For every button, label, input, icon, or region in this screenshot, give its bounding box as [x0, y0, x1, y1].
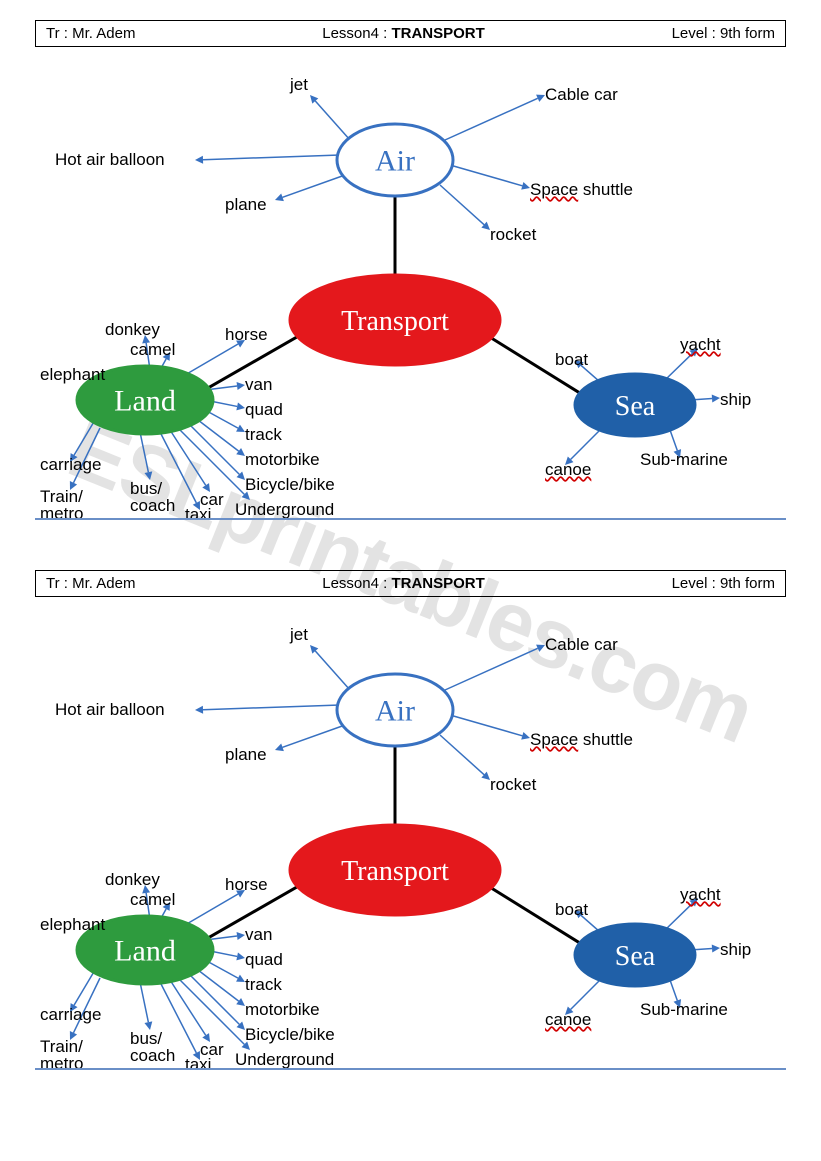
svg-text:Land: Land [114, 385, 176, 418]
air-term-1: Hot air balloon [55, 150, 165, 170]
land-term-5: quad [245, 400, 283, 420]
lesson-label: Lesson4 : TRANSPORT [322, 575, 485, 592]
land-term-7: motorbike [245, 450, 320, 470]
land-term-12: bus/coach [130, 1030, 175, 1064]
air-term-4: Space shuttle [530, 180, 633, 200]
land-term-4: van [245, 375, 272, 395]
land-term-3: elephant [40, 365, 105, 385]
diagram-panel-bottom: Tr : Mr. Adem Lesson4 : TRANSPORT Level … [0, 550, 821, 1070]
svg-text:Air: Air [375, 695, 415, 728]
land-term-11: Train/metro [40, 1038, 83, 1072]
air-term-1: Hot air balloon [55, 700, 165, 720]
header-box: Tr : Mr. Adem Lesson4 : TRANSPORT Level … [35, 20, 786, 47]
air-term-5: rocket [490, 775, 536, 795]
land-term-4: van [245, 925, 272, 945]
land-term-9: Underground [235, 500, 334, 520]
level-label: Level : 9th form [672, 575, 775, 592]
land-term-5: quad [245, 950, 283, 970]
land-term-12: bus/coach [130, 480, 175, 514]
sea-term-3: Sub-marine [640, 450, 728, 470]
sea-term-2: ship [720, 940, 751, 960]
land-term-7: motorbike [245, 1000, 320, 1020]
land-term-1: camel [130, 890, 175, 910]
air-term-3: Cable car [545, 635, 618, 655]
land-term-6: track [245, 975, 282, 995]
air-term-4: Space shuttle [530, 730, 633, 750]
svg-text:Sea: Sea [615, 391, 656, 422]
sea-term-3: Sub-marine [640, 1000, 728, 1020]
land-term-3: elephant [40, 915, 105, 935]
teacher-label: Tr : Mr. Adem [46, 25, 135, 42]
sea-term-1: yacht [680, 335, 721, 355]
land-term-9: Underground [235, 1050, 334, 1070]
svg-text:Land: Land [114, 935, 176, 968]
air-term-2: plane [225, 745, 267, 765]
sea-term-2: ship [720, 390, 751, 410]
land-term-14: taxi [185, 505, 211, 525]
sea-term-1: yacht [680, 885, 721, 905]
land-term-0: donkey [105, 870, 160, 890]
land-term-10: carriage [40, 455, 101, 475]
header-box: Tr : Mr. Adem Lesson4 : TRANSPORT Level … [35, 570, 786, 597]
svg-text:Sea: Sea [615, 941, 656, 972]
air-term-0: jet [290, 625, 308, 645]
teacher-label: Tr : Mr. Adem [46, 575, 135, 592]
land-term-0: donkey [105, 320, 160, 340]
sea-term-4: canoe [545, 1010, 591, 1030]
divider-line [35, 518, 786, 520]
air-term-2: plane [225, 195, 267, 215]
land-term-1: camel [130, 340, 175, 360]
land-term-2: horse [225, 325, 268, 345]
svg-text:Air: Air [375, 145, 415, 178]
land-term-10: carriage [40, 1005, 101, 1025]
land-term-2: horse [225, 875, 268, 895]
land-term-6: track [245, 425, 282, 445]
land-term-11: Train/metro [40, 488, 83, 522]
air-term-3: Cable car [545, 85, 618, 105]
air-term-5: rocket [490, 225, 536, 245]
sea-term-0: boat [555, 350, 588, 370]
sea-term-0: boat [555, 900, 588, 920]
land-term-8: Bicycle/bike [245, 475, 335, 495]
land-term-8: Bicycle/bike [245, 1025, 335, 1045]
sea-term-4: canoe [545, 460, 591, 480]
divider-line [35, 1068, 786, 1070]
diagram-panel-top: Tr : Mr. Adem Lesson4 : TRANSPORT Level … [0, 0, 821, 520]
land-term-14: taxi [185, 1055, 211, 1075]
svg-text:Transport: Transport [341, 856, 449, 887]
svg-text:Transport: Transport [341, 306, 449, 337]
level-label: Level : 9th form [672, 25, 775, 42]
lesson-label: Lesson4 : TRANSPORT [322, 25, 485, 42]
air-term-0: jet [290, 75, 308, 95]
